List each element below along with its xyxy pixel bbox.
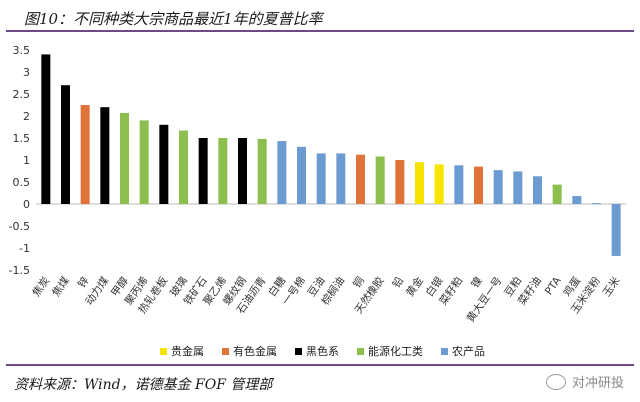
bar bbox=[415, 162, 424, 204]
chart-title: 图10：不同种类大宗商品最近1年的夏普比率 bbox=[24, 10, 323, 28]
wechat-icon bbox=[545, 373, 566, 390]
bar bbox=[572, 196, 582, 204]
y-tick-label: 3.5 bbox=[13, 44, 31, 57]
legend-label: 有色金属 bbox=[233, 345, 277, 358]
bar bbox=[218, 138, 228, 204]
bar bbox=[356, 154, 365, 204]
bar bbox=[375, 156, 385, 204]
bar bbox=[493, 170, 503, 204]
legend-label: 农产品 bbox=[452, 345, 485, 358]
legend-swatch bbox=[222, 347, 229, 355]
y-tick-label: -0.5 bbox=[9, 220, 30, 233]
legend-label: 能源化工类 bbox=[368, 345, 423, 358]
bar bbox=[454, 165, 464, 204]
legend-swatch bbox=[295, 347, 302, 355]
bar bbox=[513, 171, 523, 204]
legend-label: 贵金属 bbox=[171, 345, 204, 358]
y-tick-label: -1 bbox=[19, 242, 30, 255]
bar bbox=[198, 138, 208, 204]
watermark-text: 对冲研投 bbox=[571, 376, 624, 391]
watermark: 对冲研投 bbox=[545, 372, 624, 391]
bar bbox=[100, 107, 110, 204]
bar bbox=[552, 184, 562, 204]
y-tick-label: 1.5 bbox=[13, 132, 31, 145]
x-tick-label: 焦煤 bbox=[49, 274, 72, 299]
x-tick-label: 黄金 bbox=[403, 274, 426, 299]
bar bbox=[336, 153, 346, 204]
source-note: 资料来源：Wind，诺德基金 FOF 管理部 bbox=[14, 377, 273, 393]
bar bbox=[257, 138, 267, 204]
legend-item: 贵金属 bbox=[160, 343, 204, 359]
y-tick-label: 2.5 bbox=[13, 88, 31, 101]
bar bbox=[611, 204, 621, 256]
title-bar: 图10：不同种类大宗商品最近1年的夏普比率 bbox=[6, 4, 634, 32]
x-tick-label: 焦炭 bbox=[30, 274, 53, 299]
bar bbox=[474, 166, 483, 204]
bar bbox=[434, 164, 444, 204]
bar bbox=[61, 85, 70, 204]
bar bbox=[80, 105, 90, 204]
x-tick-label: 玉米 bbox=[600, 274, 623, 299]
bar bbox=[159, 124, 169, 204]
legend-item: 黑色系 bbox=[295, 343, 339, 359]
legend-item: 农产品 bbox=[441, 343, 485, 359]
bar bbox=[238, 138, 247, 204]
y-tick-label: 1 bbox=[23, 154, 30, 167]
y-tick-label: 0 bbox=[23, 198, 30, 211]
legend-swatch bbox=[357, 347, 364, 355]
legend-item: 能源化工类 bbox=[357, 343, 423, 359]
x-tick-label: 铜 bbox=[351, 275, 367, 290]
bar bbox=[139, 120, 149, 204]
bar bbox=[120, 112, 129, 204]
bar bbox=[179, 130, 188, 204]
legend-item: 有色金属 bbox=[222, 343, 277, 359]
bar bbox=[41, 54, 51, 205]
legend-swatch bbox=[441, 347, 448, 355]
x-tick-label: 铅 bbox=[390, 274, 407, 290]
bar bbox=[277, 141, 287, 204]
source-divider bbox=[6, 364, 634, 366]
x-tick-label: PTA bbox=[543, 274, 564, 297]
legend-swatch bbox=[160, 347, 167, 355]
x-tick-label: 镍 bbox=[468, 274, 485, 290]
y-tick-label: -1.5 bbox=[9, 264, 30, 277]
legend: 贵金属 有色金属 黑色系 能源化工类 农产品 bbox=[160, 343, 485, 359]
bar bbox=[395, 160, 405, 204]
bar bbox=[533, 176, 542, 204]
x-tick-label: 锌 bbox=[75, 274, 92, 290]
legend-label: 黑色系 bbox=[306, 345, 339, 358]
y-tick-label: 3 bbox=[23, 66, 30, 79]
bar bbox=[316, 153, 326, 204]
bar bbox=[592, 203, 601, 205]
y-tick-label: 0.5 bbox=[13, 176, 31, 189]
y-tick-label: 2 bbox=[23, 110, 30, 123]
bar bbox=[297, 146, 306, 204]
